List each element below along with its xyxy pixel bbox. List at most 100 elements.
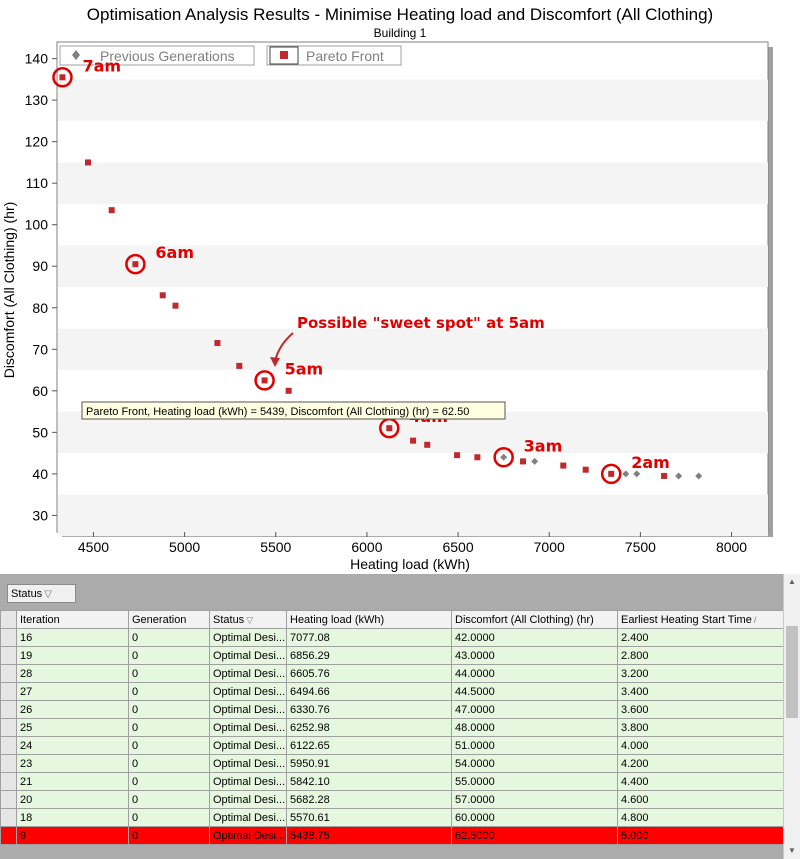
table-cell[interactable]: 26	[16, 700, 129, 719]
vertical-scrollbar[interactable]: ▲ ▼	[783, 574, 800, 859]
row-header-cell[interactable]	[0, 772, 17, 791]
table-cell[interactable]: Optimal Desi...	[209, 682, 287, 701]
table-cell[interactable]: 4.000	[617, 736, 784, 755]
row-header-cell[interactable]	[0, 646, 17, 665]
table-row[interactable]: 19 0 Optimal Desi... 6856.29 43.0000 2.800	[0, 646, 784, 665]
table-cell[interactable]: 19	[16, 646, 129, 665]
table-cell[interactable]: 5842.10	[286, 772, 452, 791]
table-cell[interactable]: 48.0000	[451, 718, 618, 737]
table-row[interactable]: 20 0 Optimal Desi... 5682.28 57.0000 4.600	[0, 790, 784, 809]
table-cell[interactable]: Optimal Desi...	[209, 664, 287, 683]
previous-generation-point[interactable]	[622, 470, 630, 478]
pareto-front-point[interactable]	[454, 452, 461, 459]
pareto-front-point[interactable]	[608, 470, 615, 477]
column-header-status[interactable]: Status ▽	[209, 610, 287, 629]
table-cell[interactable]: 43.0000	[451, 646, 618, 665]
table-cell[interactable]: 47.0000	[451, 700, 618, 719]
row-header-cell[interactable]	[0, 628, 17, 647]
table-cell[interactable]: 7077.08	[286, 628, 452, 647]
table-cell[interactable]: 0	[128, 790, 210, 809]
pareto-front-point[interactable]	[214, 340, 221, 347]
row-header-cell[interactable]	[0, 718, 17, 737]
table-cell[interactable]: Optimal Desi...	[209, 754, 287, 773]
table-cell[interactable]: 0	[128, 736, 210, 755]
table-cell[interactable]: 5.000	[617, 826, 784, 845]
table-cell[interactable]: 6330.76	[286, 700, 452, 719]
pareto-front-point[interactable]	[132, 261, 139, 268]
pareto-front-point[interactable]	[661, 472, 668, 479]
table-row[interactable]: 23 0 Optimal Desi... 5950.91 54.0000 4.200	[0, 754, 784, 773]
table-cell[interactable]: 55.0000	[451, 772, 618, 791]
table-cell[interactable]: Optimal Desi...	[209, 628, 287, 647]
table-cell[interactable]: Optimal Desi...	[209, 718, 287, 737]
table-cell[interactable]: 62.5000	[451, 826, 618, 845]
table-row[interactable]: 9 0 Optimal Desi... 5438.75 62.5000 5.000	[0, 826, 784, 845]
pareto-front-point[interactable]	[424, 441, 431, 448]
table-cell[interactable]: Optimal Desi...	[209, 772, 287, 791]
table-row[interactable]: 27 0 Optimal Desi... 6494.66 44.5000 3.400	[0, 682, 784, 701]
previous-generation-point[interactable]	[500, 453, 508, 461]
table-cell[interactable]: 24	[16, 736, 129, 755]
filter-icon[interactable]: ▽	[246, 614, 254, 625]
table-cell[interactable]: 44.5000	[451, 682, 618, 701]
table-cell[interactable]: 5682.28	[286, 790, 452, 809]
table-cell[interactable]: 0	[128, 826, 210, 845]
sort-ascending-icon[interactable]: /	[753, 614, 757, 625]
table-cell[interactable]: 0	[128, 772, 210, 791]
table-row[interactable]: 28 0 Optimal Desi... 6605.76 44.0000 3.200	[0, 664, 784, 683]
pareto-front-point[interactable]	[84, 159, 91, 166]
row-header-cell[interactable]	[0, 736, 17, 755]
scroll-down-icon[interactable]: ▼	[788, 846, 796, 855]
table-cell[interactable]: 3.200	[617, 664, 784, 683]
pareto-front-point[interactable]	[582, 466, 589, 473]
table-cell[interactable]: 5950.91	[286, 754, 452, 773]
previous-generation-point[interactable]	[633, 470, 641, 478]
table-cell[interactable]: 4.400	[617, 772, 784, 791]
table-cell[interactable]: 6122.65	[286, 736, 452, 755]
pareto-front-point[interactable]	[285, 387, 292, 394]
table-cell[interactable]: 44.0000	[451, 664, 618, 683]
table-cell[interactable]: 0	[128, 808, 210, 827]
table-row[interactable]: 25 0 Optimal Desi... 6252.98 48.0000 3.800	[0, 718, 784, 737]
table-cell[interactable]: 4.200	[617, 754, 784, 773]
previous-generation-point[interactable]	[695, 472, 703, 480]
table-cell[interactable]: 4.800	[617, 808, 784, 827]
row-header-cell[interactable]	[0, 664, 17, 683]
table-cell[interactable]: Optimal Desi...	[209, 808, 287, 827]
row-header-cell[interactable]	[0, 754, 17, 773]
table-cell[interactable]: Optimal Desi...	[209, 826, 287, 845]
table-cell[interactable]: 21	[16, 772, 129, 791]
table-row[interactable]: 18 0 Optimal Desi... 5570.61 60.0000 4.800	[0, 808, 784, 827]
pareto-front-point[interactable]	[236, 362, 243, 369]
table-cell[interactable]: 3.800	[617, 718, 784, 737]
table-cell[interactable]: 0	[128, 646, 210, 665]
table-cell[interactable]: 2.800	[617, 646, 784, 665]
table-cell[interactable]: 20	[16, 790, 129, 809]
chart-legend[interactable]: Previous Generations Pareto Front	[59, 45, 402, 66]
legend-previous-generations-box[interactable]	[59, 45, 255, 66]
row-header-cell[interactable]	[0, 826, 17, 845]
table-cell[interactable]: 4.600	[617, 790, 784, 809]
table-cell[interactable]: 57.0000	[451, 790, 618, 809]
table-cell[interactable]: 51.0000	[451, 736, 618, 755]
table-cell[interactable]: Optimal Desi...	[209, 790, 287, 809]
table-row[interactable]: 21 0 Optimal Desi... 5842.10 55.0000 4.400	[0, 772, 784, 791]
column-header-heating-load[interactable]: Heating load (kWh)	[286, 610, 452, 629]
scrollbar-thumb[interactable]	[786, 626, 798, 718]
table-cell[interactable]: 0	[128, 700, 210, 719]
column-header-discomfort[interactable]: Discomfort (All Clothing) (hr)	[451, 610, 618, 629]
table-cell[interactable]: 0	[128, 718, 210, 737]
table-cell[interactable]: 5570.61	[286, 808, 452, 827]
previous-generation-point[interactable]	[675, 472, 683, 480]
table-cell[interactable]: 18	[16, 808, 129, 827]
previous-generation-point[interactable]	[531, 457, 539, 465]
scroll-up-icon[interactable]: ▲	[788, 577, 796, 586]
pareto-front-point[interactable]	[386, 425, 393, 432]
table-cell[interactable]: Optimal Desi...	[209, 736, 287, 755]
table-cell[interactable]: 6605.76	[286, 664, 452, 683]
pareto-front-point[interactable]	[108, 207, 115, 214]
pareto-front-point[interactable]	[410, 437, 417, 444]
row-header-cell[interactable]	[0, 682, 17, 701]
group-by-status-chip[interactable]: Status ▽	[7, 584, 76, 603]
pareto-front-point[interactable]	[159, 292, 166, 299]
